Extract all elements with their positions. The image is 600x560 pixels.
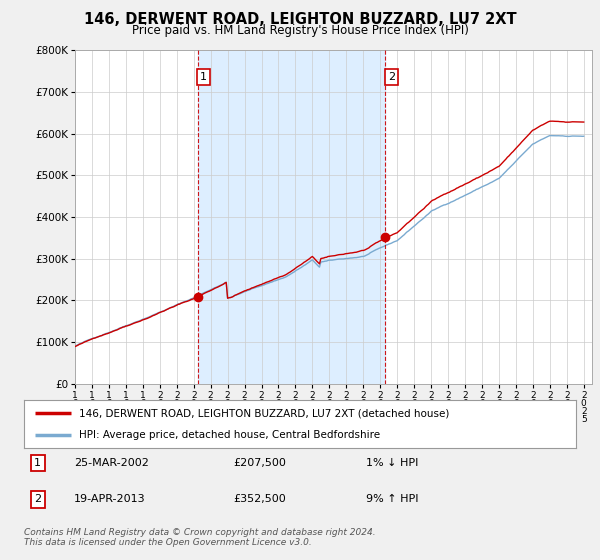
- Text: 9% ↑ HPI: 9% ↑ HPI: [366, 494, 419, 505]
- Text: 1% ↓ HPI: 1% ↓ HPI: [366, 458, 419, 468]
- Bar: [197, 50, 385, 384]
- Text: Price paid vs. HM Land Registry's House Price Index (HPI): Price paid vs. HM Land Registry's House …: [131, 24, 469, 37]
- Text: £207,500: £207,500: [234, 458, 287, 468]
- Text: £352,500: £352,500: [234, 494, 287, 505]
- Text: HPI: Average price, detached house, Central Bedfordshire: HPI: Average price, detached house, Cent…: [79, 430, 380, 440]
- Text: 19-APR-2013: 19-APR-2013: [74, 494, 145, 505]
- Text: 1: 1: [34, 458, 41, 468]
- Text: 146, DERWENT ROAD, LEIGHTON BUZZARD, LU7 2XT (detached house): 146, DERWENT ROAD, LEIGHTON BUZZARD, LU7…: [79, 408, 449, 418]
- Text: 146, DERWENT ROAD, LEIGHTON BUZZARD, LU7 2XT: 146, DERWENT ROAD, LEIGHTON BUZZARD, LU7…: [83, 12, 517, 27]
- Text: 1: 1: [200, 72, 207, 82]
- Text: Contains HM Land Registry data © Crown copyright and database right 2024.
This d: Contains HM Land Registry data © Crown c…: [24, 528, 376, 548]
- Text: 2: 2: [34, 494, 41, 505]
- Text: 25-MAR-2002: 25-MAR-2002: [74, 458, 149, 468]
- Text: 2: 2: [388, 72, 395, 82]
